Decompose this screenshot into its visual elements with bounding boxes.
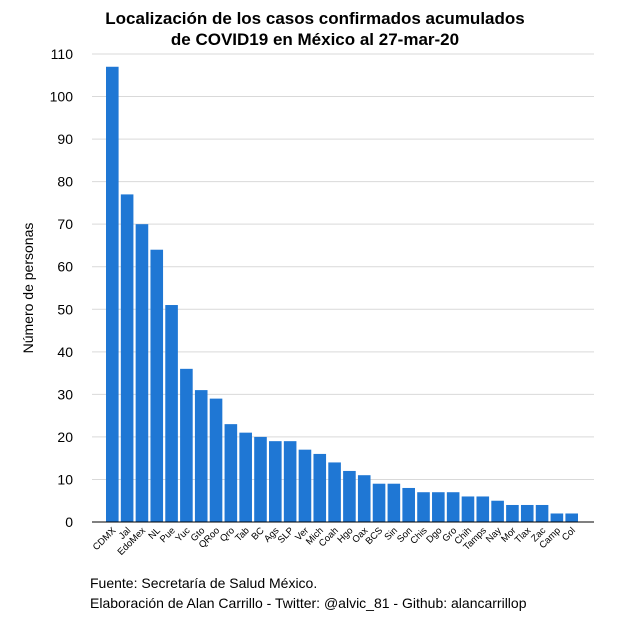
- x-axis-ticks: CDMXJalEdoMexNLPueYucGtoQRooQroTabBCAgsS…: [91, 525, 578, 558]
- bar-ver: [298, 449, 312, 522]
- bar-tamps: [476, 496, 490, 522]
- bar-chih: [461, 496, 475, 522]
- bar-bc: [254, 436, 267, 522]
- bar-mor: [506, 504, 519, 522]
- bar-dgo: [432, 492, 445, 522]
- bar-pue: [165, 305, 178, 522]
- source-caption: Fuente: Secretaría de Salud México.: [90, 575, 318, 591]
- y-tick-label: 100: [50, 89, 74, 105]
- bar-qro: [224, 424, 238, 522]
- bar-mich: [313, 453, 327, 522]
- bar-cdmx: [106, 66, 119, 522]
- bars: [106, 66, 578, 522]
- y-tick-label: 0: [65, 514, 73, 530]
- bar-jal: [120, 194, 134, 522]
- x-tick-label: BCS: [364, 525, 386, 547]
- bar-edomex: [135, 224, 149, 522]
- y-axis-label: Número de personas: [20, 223, 36, 354]
- y-tick-label: 90: [57, 131, 73, 147]
- bar-tlax: [520, 504, 534, 522]
- bar-yuc: [180, 368, 193, 522]
- y-tick-label: 40: [57, 344, 73, 360]
- bar-nay: [491, 500, 504, 522]
- bar-sin: [387, 483, 401, 522]
- y-tick-label: 50: [57, 301, 73, 317]
- credits-caption: Elaboración de Alan Carrillo - Twitter: …: [90, 595, 527, 611]
- chart-title-line-2: de COVID19 en México al 27-mar-20: [170, 30, 460, 49]
- bar-gro: [446, 492, 460, 522]
- bar-gto: [194, 390, 208, 522]
- y-tick-label: 70: [57, 216, 73, 232]
- chart-title: Localización de los casos confirmados ac…: [0, 8, 630, 50]
- bar-hgo: [343, 470, 356, 522]
- y-tick-label: 30: [57, 386, 73, 402]
- bar-slp: [283, 441, 297, 522]
- bar-col: [565, 513, 578, 522]
- y-tick-label: 80: [57, 174, 73, 190]
- y-tick-label: 110: [51, 46, 74, 62]
- bar-ags: [269, 441, 282, 522]
- bar-zac: [535, 504, 549, 522]
- bar-bcs: [372, 483, 386, 522]
- bar-chis: [417, 492, 430, 522]
- chart-title-line-1: Localización de los casos confirmados ac…: [105, 9, 525, 28]
- x-tick-label: Col: [560, 525, 578, 543]
- y-axis-ticks: 0 10 20 30 40 50 60 70 80 90 100 110: [50, 46, 74, 530]
- bar-coah: [328, 462, 341, 522]
- x-tick-label: CDMX: [91, 525, 119, 553]
- bar-camp: [550, 513, 564, 522]
- y-tick-label: 20: [57, 429, 73, 445]
- bar-qroo: [209, 398, 223, 522]
- y-tick-label: 60: [57, 259, 73, 275]
- bar-tab: [239, 432, 252, 522]
- bar-son: [402, 487, 415, 522]
- bar-oax: [357, 475, 371, 522]
- y-tick-label: 10: [57, 471, 73, 487]
- bar-nl: [150, 249, 164, 522]
